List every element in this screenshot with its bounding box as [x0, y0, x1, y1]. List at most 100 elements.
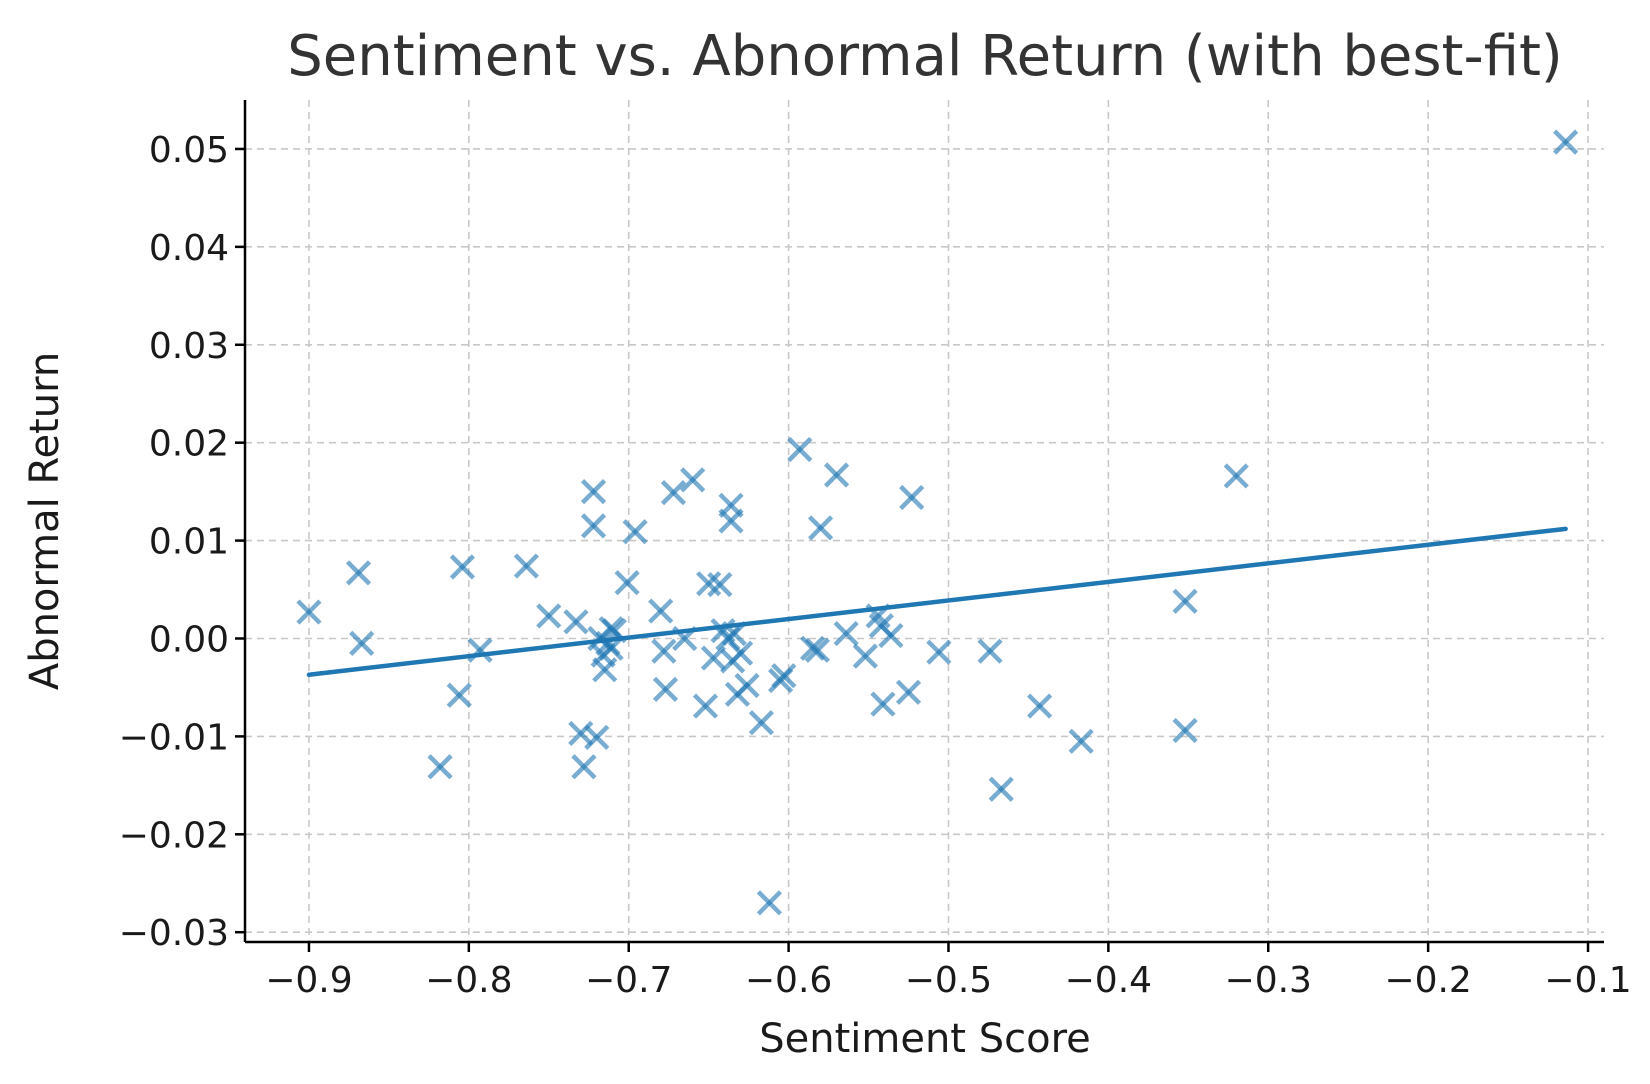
data-point-stroke	[707, 572, 733, 598]
data-point-stroke	[296, 599, 322, 625]
x-tick-label: −0.9	[265, 960, 352, 1001]
data-point	[449, 554, 476, 580]
y-tick-label: 0.02	[149, 424, 229, 465]
grid-lines	[245, 100, 1604, 942]
data-point	[648, 598, 674, 624]
data-point	[672, 625, 698, 652]
data-point-stroke	[446, 682, 472, 708]
data-point-stroke	[513, 553, 539, 579]
data-point-stroke	[692, 693, 719, 719]
data-point-stroke	[614, 570, 640, 596]
data-point	[852, 643, 878, 669]
y-tick-label: 0.04	[149, 228, 229, 269]
data-point	[1172, 588, 1198, 614]
data-point	[771, 663, 797, 689]
data-point-stroke	[680, 467, 706, 493]
y-tick-label: −0.02	[119, 815, 229, 856]
data-point	[601, 618, 627, 644]
data-point-stroke	[734, 672, 760, 699]
data-point	[833, 621, 859, 647]
data-point-stroke	[700, 645, 727, 671]
data-point	[513, 553, 539, 579]
data-point-stroke	[718, 508, 744, 534]
data-point	[756, 890, 783, 916]
data-point-stroke	[563, 609, 589, 635]
data-point-stroke	[427, 754, 453, 780]
data-point	[734, 672, 760, 699]
data-point-stroke	[748, 710, 775, 736]
data-point-stroke	[1223, 463, 1249, 489]
x-tick-label: −0.5	[905, 960, 992, 1001]
data-point-stroke	[833, 621, 859, 647]
data-point-stroke	[345, 560, 372, 586]
data-point	[622, 519, 648, 545]
data-point-stroke	[771, 663, 797, 689]
data-point-stroke	[601, 618, 627, 644]
data-point-stroke	[1172, 717, 1198, 744]
data-point-stroke	[721, 621, 747, 647]
chart-title: Sentiment vs. Abnormal Return (with best…	[287, 24, 1563, 89]
data-point	[1068, 728, 1094, 754]
data-point-stroke	[988, 776, 1014, 802]
x-tick-label: −0.6	[745, 960, 832, 1001]
y-tick-label: 0.00	[149, 619, 229, 660]
data-point	[580, 513, 607, 539]
data-point	[571, 754, 597, 780]
data-point	[895, 679, 922, 705]
data-point	[592, 657, 618, 683]
data-point	[652, 676, 679, 702]
data-point	[878, 622, 904, 649]
axes	[235, 100, 1604, 952]
data-point	[651, 638, 677, 664]
data-point-stroke	[651, 638, 677, 664]
data-point-stroke	[580, 513, 607, 539]
x-tick-label: −0.8	[425, 960, 512, 1001]
data-point-stroke	[467, 637, 493, 663]
data-point-stroke	[807, 515, 834, 541]
x-tick-label: −0.7	[585, 960, 672, 1001]
data-point	[707, 572, 733, 598]
data-point	[728, 640, 754, 666]
data-point	[870, 691, 896, 717]
data-point-stroke	[571, 754, 597, 780]
y-tick-label: 0.01	[149, 522, 229, 563]
data-point-stroke	[622, 519, 648, 545]
data-point-stroke	[598, 635, 624, 661]
data-point	[467, 637, 493, 663]
data-point-stroke	[926, 639, 952, 665]
data-point-stroke	[1553, 129, 1579, 155]
best-fit-line-group	[306, 526, 1568, 677]
data-point	[1553, 129, 1579, 155]
data-point	[614, 570, 640, 596]
y-tick-label: 0.03	[149, 326, 229, 367]
data-point-stroke	[1068, 728, 1094, 754]
data-point	[721, 621, 747, 647]
data-point	[899, 484, 925, 511]
x-axis-label: Sentiment Score	[759, 1016, 1091, 1062]
y-tick-label: −0.01	[119, 717, 229, 758]
data-point-stroke	[895, 679, 922, 705]
x-tick-label: −0.4	[1065, 960, 1152, 1001]
tick-labels: −0.9 −0.8 −0.7 −0.6 −0.5 −0.4 −0.3 −0.2 −0.1 −0.0…	[119, 130, 1632, 1001]
data-point-stroke	[787, 436, 813, 463]
data-point-stroke	[652, 676, 679, 702]
data-point-stroke	[899, 484, 925, 511]
data-point	[296, 599, 322, 625]
data-point	[349, 630, 375, 656]
data-point	[823, 462, 850, 488]
data-point	[1172, 717, 1198, 744]
x-tick-label: −0.3	[1225, 960, 1312, 1001]
data-point	[580, 479, 607, 505]
data-point-stroke	[728, 640, 754, 666]
data-point-stroke	[865, 603, 891, 629]
data-point-stroke	[536, 603, 562, 629]
best-fit-line	[306, 526, 1568, 677]
x-tick-label: −0.1	[1544, 960, 1631, 1001]
data-point	[680, 467, 706, 493]
data-point-stroke	[977, 638, 1003, 664]
data-point-stroke	[1172, 588, 1198, 614]
data-point-stroke	[349, 630, 375, 656]
data-point-stroke	[870, 691, 896, 717]
data-point	[536, 603, 562, 629]
